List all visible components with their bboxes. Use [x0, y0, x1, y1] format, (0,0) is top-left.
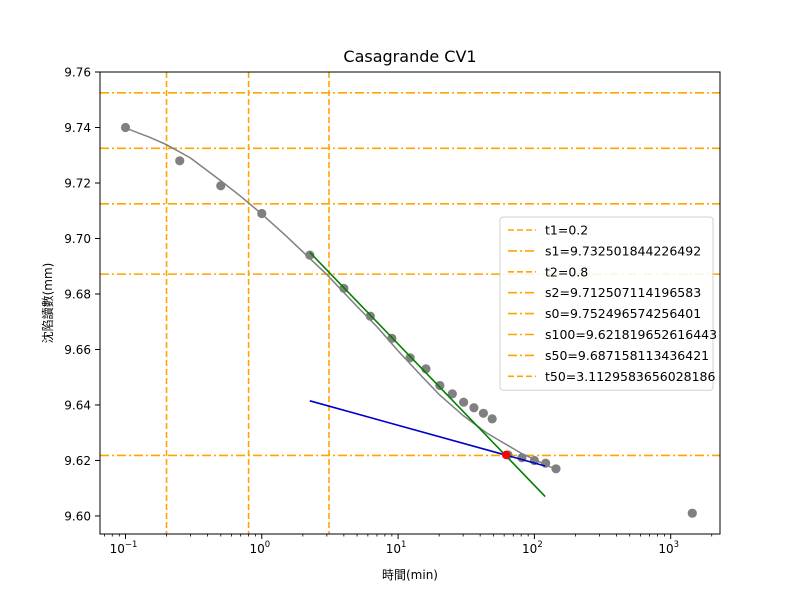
legend-entry-3: s2=9.712507114196583: [545, 285, 701, 300]
legend-entry-2: t2=0.8: [545, 264, 588, 279]
legend-entry-5: s100=9.621819652616443: [545, 327, 717, 342]
data-layer: [120, 122, 697, 518]
x-tick-exponent: 3: [674, 540, 679, 550]
data-point-20: [551, 464, 561, 474]
x-tick-mantissa: 10: [658, 542, 673, 556]
x-tick-exponent: 2: [537, 540, 542, 550]
data-point-1: [175, 156, 185, 166]
x-tick-label-0: 10−1: [110, 540, 138, 556]
x-tick-mantissa: 10: [522, 542, 537, 556]
x-tick-exponent: −1: [125, 540, 138, 550]
legend-entry-7: t50=3.1129583656028186: [545, 369, 716, 384]
data-point-19: [541, 458, 551, 468]
legend-entry-6: s50=9.687158113436421: [545, 348, 709, 363]
x-tick-label-3: 102: [522, 540, 543, 556]
data-point-12: [459, 397, 469, 407]
y-tick-label-1: 9.62: [64, 454, 91, 468]
legend-entry-0: t1=0.2: [545, 223, 588, 238]
x-tick-label-1: 100: [249, 540, 270, 556]
y-tick-label-4: 9.68: [64, 287, 91, 301]
y-tick-label-7: 9.74: [64, 121, 91, 135]
data-point-21: [687, 508, 697, 518]
data-point-4: [305, 250, 315, 260]
intersection-point: [501, 450, 511, 460]
y-tick-label-2: 9.64: [64, 398, 91, 412]
y-tick-label-0: 9.60: [64, 509, 91, 523]
x-tick-label-4: 103: [658, 540, 679, 556]
y-axis: 9.60 9.62 9.64 9.66 9.68 9.70 9.72 9.74 9.76: [64, 66, 100, 523]
x-tick-label-2: 101: [386, 540, 407, 556]
y-tick-label-6: 9.72: [64, 176, 91, 190]
data-point-3: [257, 208, 267, 219]
y-tick-label-8: 9.76: [64, 66, 91, 80]
chart-title: Casagrande CV1: [343, 47, 476, 66]
data-point-11: [447, 389, 457, 399]
x-tick-mantissa: 10: [249, 542, 264, 556]
x-axis: 10−1 100 101 102 103: [103, 534, 713, 556]
y-tick-label-5: 9.70: [64, 232, 91, 246]
plot-frame: [99, 71, 721, 535]
x-tick-mantissa: 10: [386, 542, 401, 556]
x-tick-exponent: 1: [401, 540, 406, 550]
data-point-10: [435, 380, 445, 391]
data-point-0: [120, 122, 131, 133]
data-point-14: [478, 408, 488, 418]
y-axis-label: 沈陷讀數(mm): [40, 263, 55, 344]
data-point-13: [469, 403, 479, 413]
data-point-2: [216, 181, 226, 191]
y-tick-label-3: 9.66: [64, 343, 91, 357]
legend-entry-4: s0=9.752496574256401: [545, 306, 701, 321]
legend-box: [499, 216, 714, 391]
x-tick-exponent: 0: [265, 540, 270, 550]
data-point-15: [487, 414, 497, 424]
x-tick-mantissa: 10: [110, 542, 125, 556]
data-point-8: [405, 353, 415, 363]
legend-entry-1: s1=9.732501844226492: [545, 243, 701, 258]
reference-lines: [100, 72, 720, 534]
x-axis-label: 時間(min): [382, 568, 438, 582]
legend: t1=0.2 s1=9.732501844226492 t2=0.8 s2=9.712…: [499, 216, 717, 391]
